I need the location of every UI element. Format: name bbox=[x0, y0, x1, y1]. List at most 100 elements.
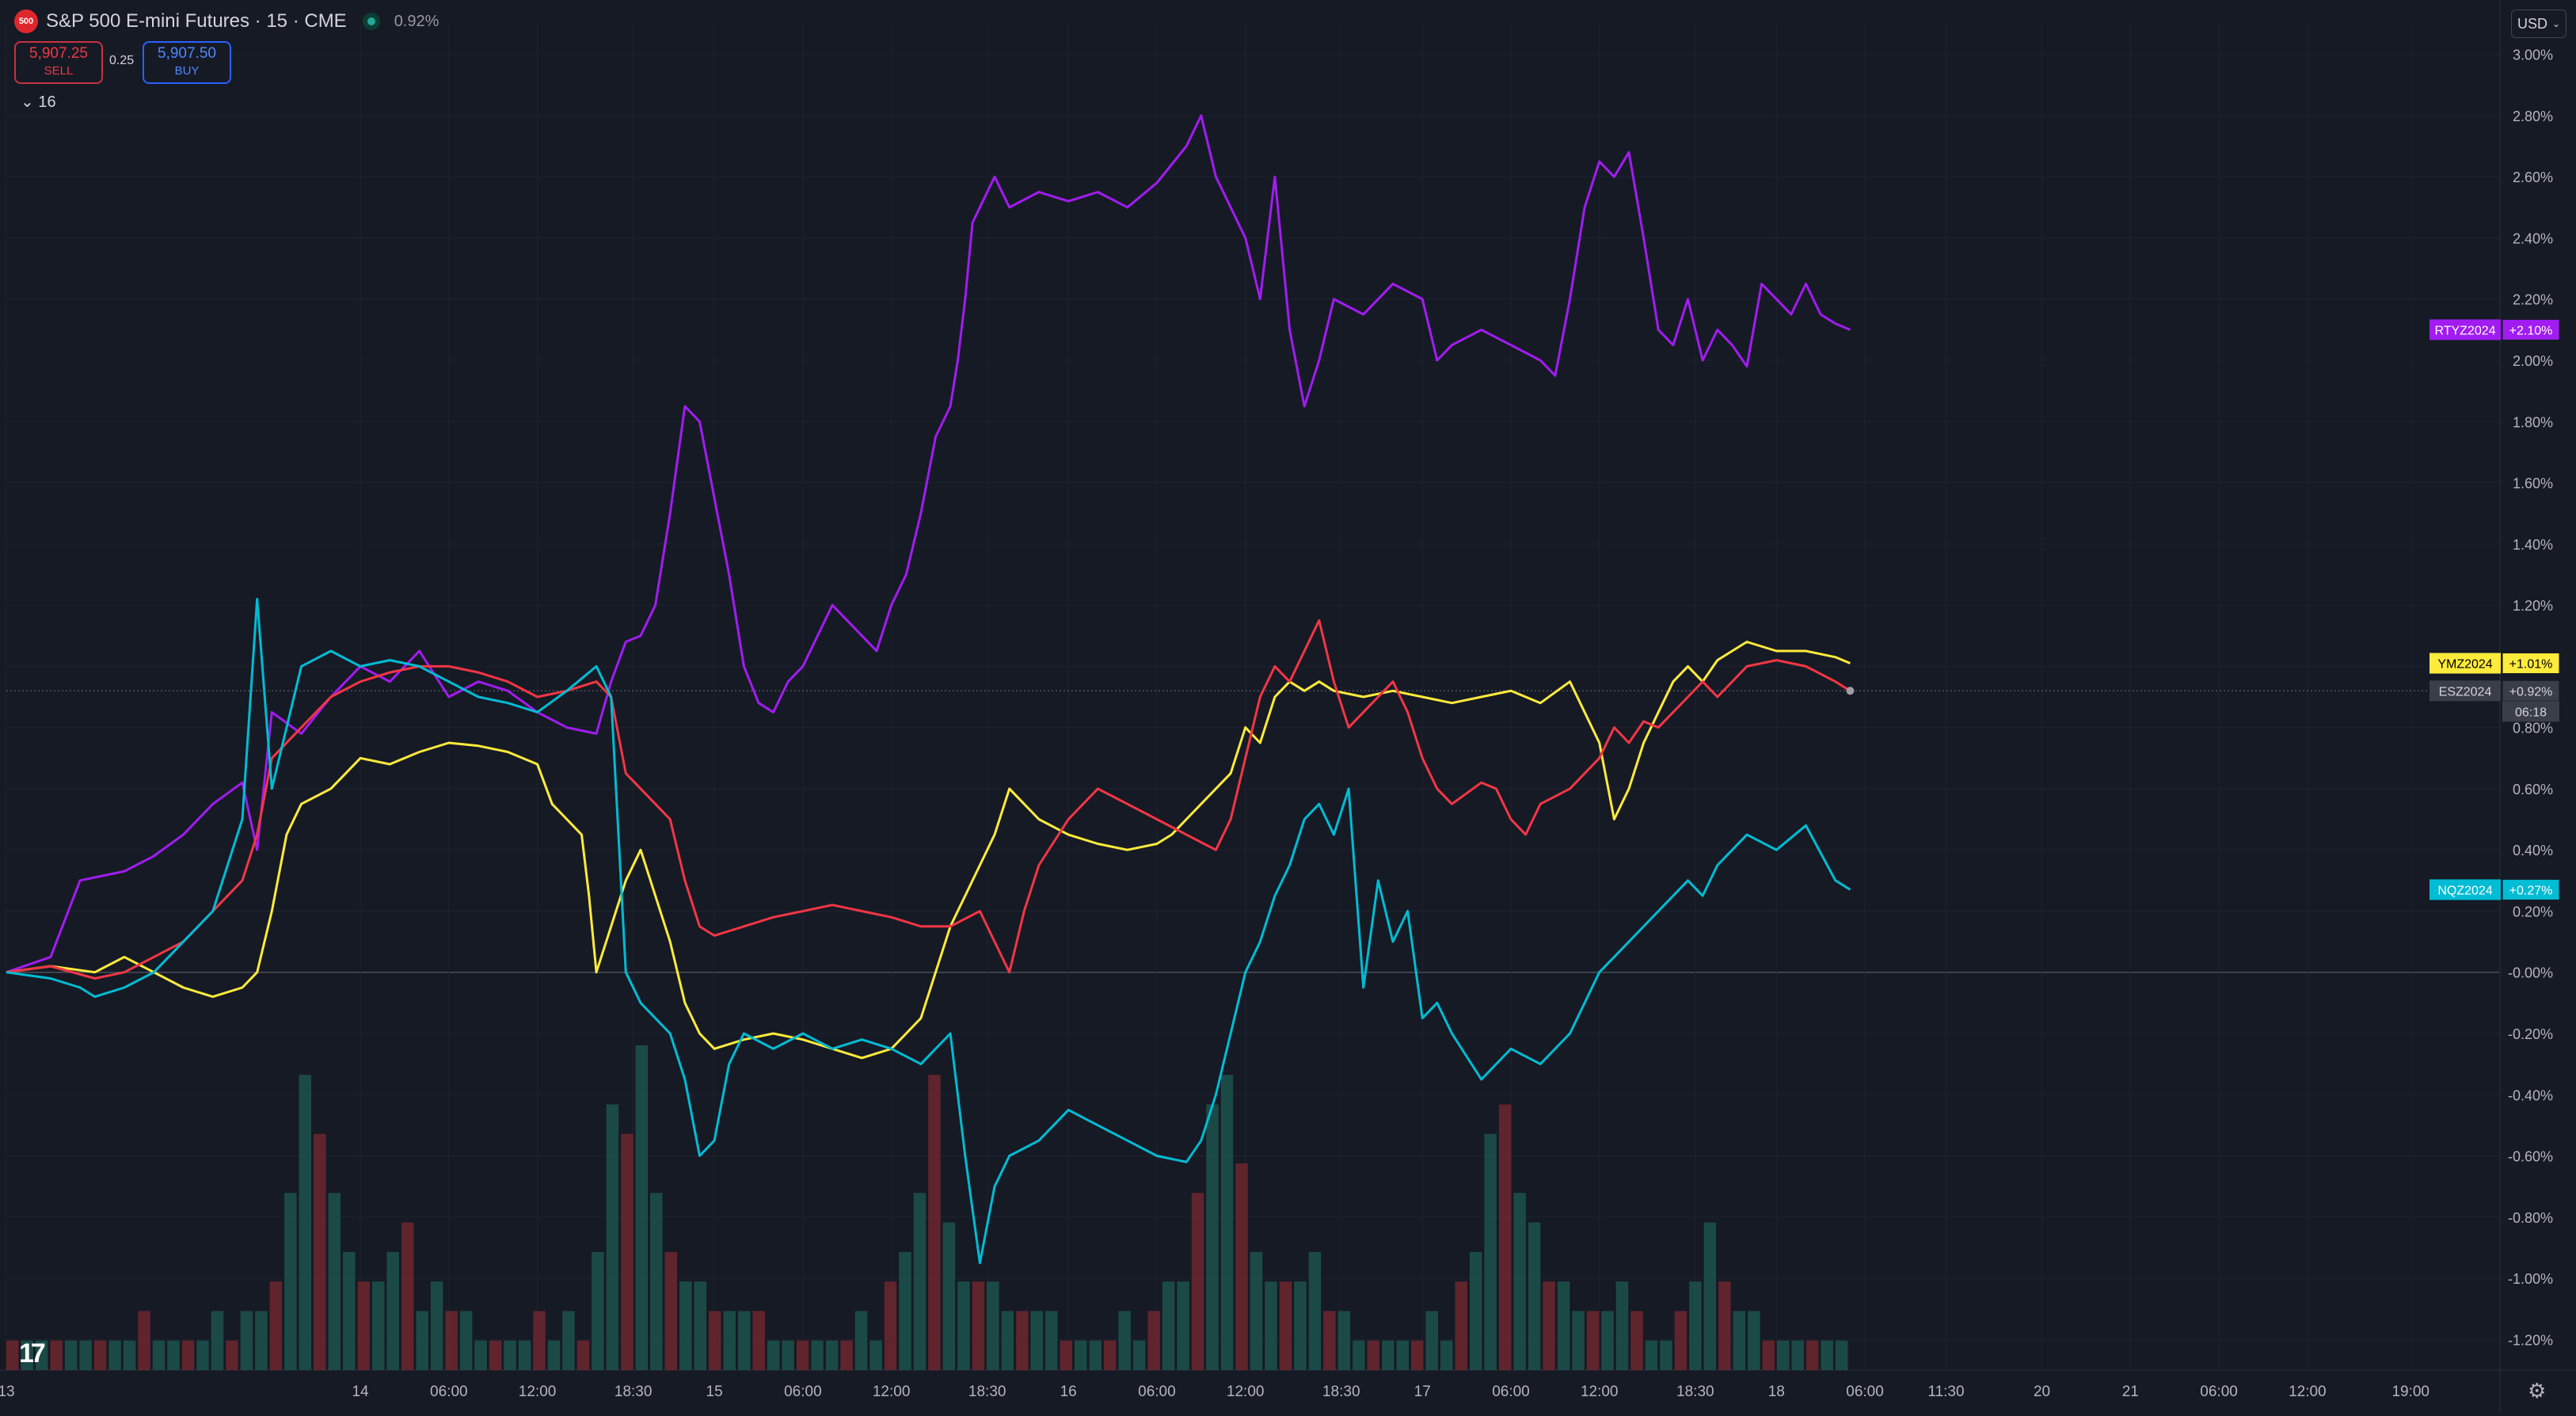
series-value-label: +1.01% bbox=[2509, 658, 2553, 672]
volume-bar bbox=[21, 1340, 33, 1370]
sell-label: SELL bbox=[44, 64, 74, 78]
volume-bar bbox=[1206, 1104, 1219, 1370]
x-tick-label: 18:30 bbox=[968, 1384, 1006, 1400]
x-tick-label: 06:00 bbox=[1138, 1384, 1176, 1400]
volume-bar bbox=[1718, 1281, 1731, 1370]
x-tick-label: 14 bbox=[352, 1384, 369, 1400]
volume-bar bbox=[767, 1340, 780, 1370]
volume-bar bbox=[226, 1340, 238, 1370]
x-tick-label: 06:00 bbox=[430, 1384, 468, 1400]
tradingview-logo-icon[interactable]: 17 bbox=[19, 1338, 46, 1368]
volume-bar bbox=[562, 1311, 575, 1370]
x-tick-label: 18 bbox=[1768, 1384, 1785, 1400]
volume-bar bbox=[1703, 1222, 1717, 1370]
volume-bar bbox=[650, 1193, 663, 1370]
volume-bar bbox=[343, 1251, 356, 1370]
indicators-toggle[interactable]: ⌄ 16 bbox=[21, 92, 56, 112]
volume-bar bbox=[825, 1340, 839, 1370]
volume-bar bbox=[269, 1281, 283, 1370]
volume-bar bbox=[1265, 1281, 1277, 1370]
symbol-change: 0.92% bbox=[394, 12, 439, 30]
volume-bar bbox=[869, 1340, 882, 1370]
volume-bar bbox=[299, 1075, 312, 1370]
volume-bar bbox=[1396, 1340, 1410, 1370]
y-tick-label: 3.00% bbox=[2513, 48, 2553, 63]
volume-bar bbox=[913, 1193, 927, 1370]
series-value-label: +2.10% bbox=[2509, 324, 2553, 337]
symbol-logo-icon: 500 bbox=[14, 10, 38, 33]
sell-button[interactable]: 5,907.25 SELL bbox=[14, 41, 103, 84]
y-tick-label: -0.40% bbox=[2508, 1087, 2553, 1103]
volume-bar bbox=[1411, 1340, 1424, 1370]
y-tick-label: 0.80% bbox=[2513, 721, 2553, 737]
x-tick-label: 12:00 bbox=[2289, 1384, 2327, 1400]
y-tick-label: 0.40% bbox=[2513, 843, 2553, 858]
volume-bar bbox=[1660, 1340, 1672, 1370]
volume-bar bbox=[987, 1281, 999, 1370]
series-name-label: YMZ2024 bbox=[2437, 658, 2492, 672]
volume-bar bbox=[1674, 1311, 1688, 1370]
volume-bar bbox=[884, 1281, 897, 1370]
series-name-label: RTYZ2024 bbox=[2434, 324, 2495, 337]
x-tick-label: 12:00 bbox=[519, 1384, 557, 1400]
volume-bar bbox=[723, 1311, 736, 1370]
series-value-tag bbox=[2502, 318, 2560, 341]
volume-bar bbox=[1045, 1311, 1058, 1370]
volume-bar bbox=[152, 1340, 166, 1370]
volume-bar bbox=[796, 1340, 809, 1370]
volume-bar bbox=[1220, 1075, 1234, 1370]
y-tick-label: -0.00% bbox=[2508, 965, 2553, 981]
volume-bar bbox=[430, 1281, 443, 1370]
volume-bar bbox=[284, 1193, 297, 1370]
x-tick-label: 15 bbox=[706, 1384, 723, 1400]
series-value-label: +0.27% bbox=[2509, 884, 2553, 897]
volume-bar bbox=[328, 1193, 341, 1370]
volume-bar bbox=[1294, 1281, 1307, 1370]
volume-bar bbox=[1191, 1193, 1204, 1370]
volume-bar bbox=[211, 1311, 224, 1370]
volume-bar bbox=[255, 1311, 268, 1370]
symbol-title[interactable]: S&P 500 E-mini Futures · 15 · CME bbox=[46, 10, 347, 32]
x-tick-label: 20 bbox=[2034, 1384, 2050, 1400]
volume-bar bbox=[416, 1311, 428, 1370]
volume-bar bbox=[942, 1222, 956, 1370]
series-value-tag bbox=[2502, 679, 2560, 702]
currency-select[interactable]: USD ⌄ bbox=[2511, 10, 2566, 38]
volume-bar bbox=[1791, 1340, 1804, 1370]
series-value-tag bbox=[2502, 878, 2560, 900]
symbol-legend[interactable]: 500 S&P 500 E-mini Futures · 15 · CME 0.… bbox=[14, 10, 439, 33]
volume-bar bbox=[1001, 1311, 1014, 1370]
volume-bar bbox=[35, 1340, 48, 1370]
volume-bar bbox=[1103, 1340, 1117, 1370]
volume-bar bbox=[1821, 1340, 1833, 1370]
buy-button[interactable]: 5,907.50 BUY bbox=[143, 41, 231, 84]
volume-bar bbox=[1323, 1311, 1336, 1370]
volume-bar bbox=[445, 1311, 458, 1370]
volume-bar bbox=[664, 1251, 678, 1370]
volume-bar bbox=[854, 1311, 868, 1370]
gear-icon[interactable]: ⚙ bbox=[2528, 1379, 2547, 1403]
y-tick-label: -0.80% bbox=[2508, 1210, 2553, 1226]
volume-bar bbox=[1016, 1311, 1029, 1370]
x-tick-label: 16 bbox=[1060, 1384, 1077, 1400]
y-tick-label: 0.20% bbox=[2513, 904, 2553, 919]
volume-bar bbox=[1440, 1340, 1453, 1370]
series-value-tag bbox=[2502, 653, 2560, 674]
volume-bar bbox=[811, 1340, 824, 1370]
x-tick-label: 06:00 bbox=[1846, 1384, 1884, 1400]
volume-bar bbox=[957, 1281, 970, 1370]
volume-bar bbox=[1162, 1281, 1175, 1370]
volume-bar bbox=[518, 1340, 531, 1370]
series-line-ymz2024 bbox=[6, 641, 1851, 1060]
chevron-down-icon: ⌄ bbox=[21, 93, 34, 111]
y-tick-label: 1.40% bbox=[2513, 537, 2553, 553]
volume-bar bbox=[533, 1311, 546, 1370]
volume-bar bbox=[504, 1340, 516, 1370]
y-tick-label: 2.20% bbox=[2513, 292, 2553, 308]
volume-bar bbox=[167, 1340, 180, 1370]
market-status-icon[interactable] bbox=[362, 13, 380, 30]
y-tick-label: 2.00% bbox=[2513, 353, 2553, 369]
x-tick-label: 17 bbox=[1414, 1384, 1431, 1400]
